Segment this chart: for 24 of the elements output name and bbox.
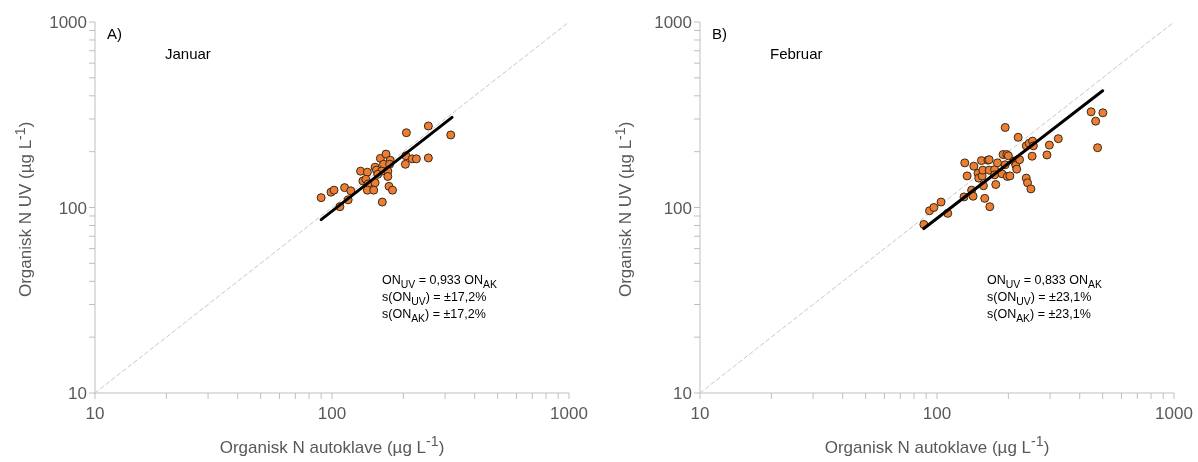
y-tick-label: 100 (58, 198, 87, 218)
annotation: A) (107, 25, 122, 42)
x-tick-label: 1000 (550, 404, 588, 424)
annotation: s(ON$_{UV}$) = ±23,1% (987, 290, 1092, 307)
annotation: Februar (770, 45, 823, 62)
y-tick-label: 1000 (49, 13, 87, 33)
annotation: s(ON$_{AK}$) = ±23,1% (987, 306, 1091, 326)
annotation: s(ON$_{AK}$) = ±17,2% (382, 306, 486, 326)
x-tick-label: 10 (85, 404, 105, 424)
x-tick-label: 1000 (1155, 404, 1193, 424)
x-tick-label: 100 (317, 404, 347, 424)
y-tick-label: 100 (663, 198, 692, 218)
annotation: ON$_{UV}$ = 0,833 ON$_{AK}$ (987, 273, 1102, 290)
annotation: Januar (165, 45, 211, 62)
annotation: s(ON$_{UV}$) = ±17,2% (382, 290, 487, 307)
y-tick-label: 1000 (654, 13, 692, 33)
y-tick-label: 10 (68, 384, 87, 404)
x-tick-label: 100 (922, 404, 952, 424)
y-tick-label: 10 (673, 384, 692, 404)
x-tick-label: 10 (690, 404, 710, 424)
x-axis-title: Organisk N autoklave (µg L$^{-1}$) (218, 433, 446, 458)
x-axis-title: Organisk N autoklave (µg L$^{-1}$) (823, 433, 1051, 458)
annotation: ON$_{UV}$ = 0,933 ON$_{AK}$ (382, 273, 497, 290)
annotation: B) (712, 25, 727, 42)
